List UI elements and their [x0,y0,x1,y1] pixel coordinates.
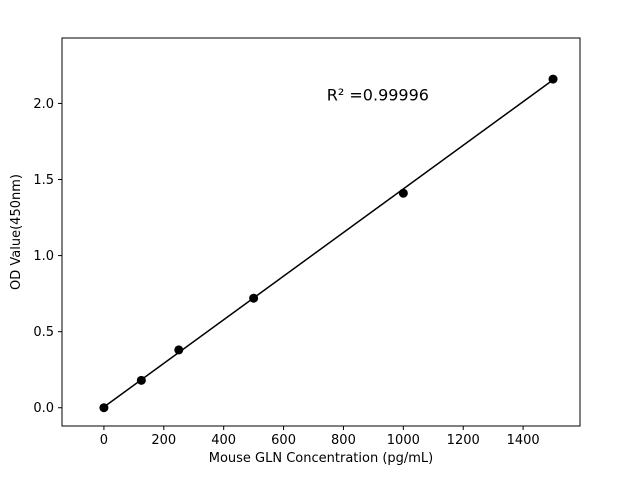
y-axis-label: OD Value(450nm) [9,174,24,290]
data-point [398,188,408,198]
x-tick-label: 1200 [447,433,480,448]
data-point [548,74,558,84]
r-squared-annotation: R² =0.99996 [327,85,429,104]
x-tick-label: 1400 [507,433,540,448]
x-tick-label: 400 [211,433,236,448]
x-axis-label: Mouse GLN Concentration (pg/mL) [209,451,434,466]
axes: 0 200 400 600 800 1000 1200 1400 0.0 0.5 1.0 1.5 2.0 [33,37,581,448]
y-tick-label: 0.5 [33,325,54,340]
x-tick-label: 200 [151,433,176,448]
data-point [99,403,109,413]
data-series [99,74,558,413]
data-point [174,345,184,355]
y-tick-label: 0.0 [33,401,54,416]
y-tick-label: 2.0 [33,97,54,112]
data-point [136,375,146,385]
x-tick-label: 600 [271,433,296,448]
x-tick-label: 1000 [387,433,420,448]
data-point [249,293,259,303]
x-tick-label: 800 [331,433,356,448]
plot-border [61,37,581,427]
y-tick-label: 1.0 [33,249,54,264]
y-tick-label: 1.5 [33,173,54,188]
x-tick-label: 0 [100,433,108,448]
